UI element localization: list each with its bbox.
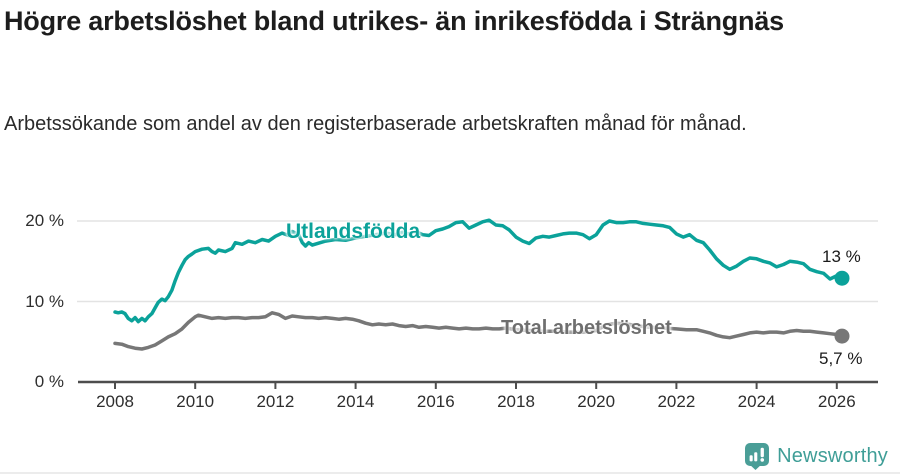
x-axis-tick-label: 2016	[416, 392, 455, 411]
x-axis-tick-label: 2014	[336, 392, 375, 411]
chart-subtitle: Arbetssökande som andel av den registerb…	[4, 113, 747, 135]
y-axis-tick-label: 10 %	[25, 291, 64, 311]
x-axis-tick-label: 2022	[657, 392, 696, 411]
x-axis-tick-label: 2010	[176, 392, 215, 411]
newsworthy-brand-link[interactable]: Newsworthy	[745, 441, 888, 471]
x-axis-tick-label: 2008	[96, 392, 134, 411]
series-label-total-arbetsloshet: Total arbetslöshet	[501, 317, 672, 339]
x-axis-tick-label: 2024	[737, 392, 776, 411]
y-axis-tick-label: 20 %	[25, 211, 64, 230]
x-axis-tick-label: 2026	[817, 392, 856, 411]
x-axis-tick-label: 2020	[577, 392, 616, 411]
end-value-label-utlandsfodda: 13 %	[822, 247, 861, 266]
newsworthy-logo-icon	[745, 442, 770, 470]
page-title: Högre arbetslöshet bland utrikes- än inr…	[4, 6, 784, 36]
y-axis-tick-label: 0 %	[34, 372, 64, 391]
newsworthy-brand-text: Newsworthy	[777, 444, 888, 467]
x-axis-tick-label: 2012	[256, 392, 295, 411]
bottom-divider	[0, 472, 900, 474]
x-axis-tick-label: 2018	[497, 392, 535, 411]
series-label-utlandsfodda: Utlandsfödda	[286, 220, 421, 243]
end-value-label-total: 5,7 %	[819, 349, 863, 368]
